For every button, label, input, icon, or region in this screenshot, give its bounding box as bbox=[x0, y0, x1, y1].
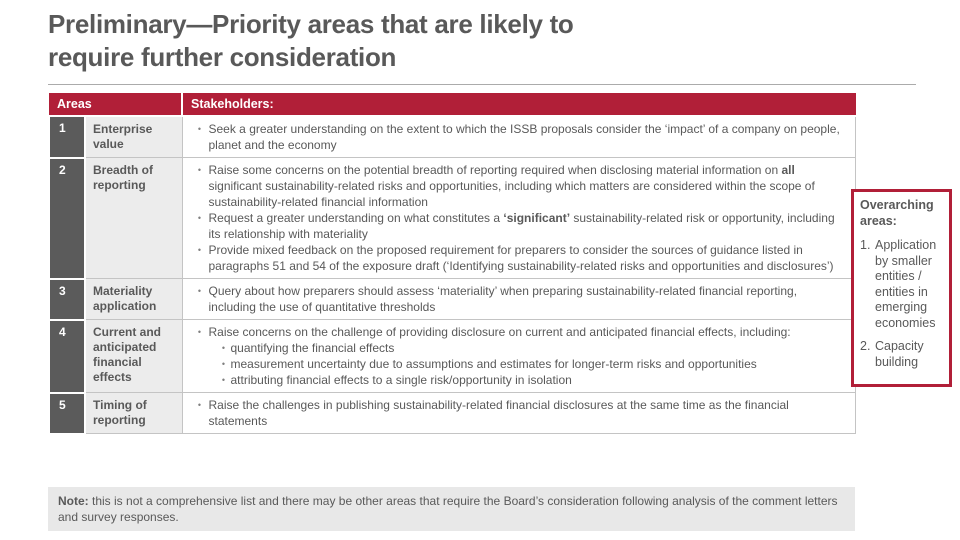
area-name-cell: Breadth of reporting bbox=[85, 157, 182, 279]
bullet-item: • Raise concerns on the challenge of prov… bbox=[191, 324, 848, 340]
table-row: 4 Current and anticipated financial effec… bbox=[48, 318, 856, 394]
area-name-cell: Timing of reporting bbox=[85, 392, 182, 434]
bullet-text: measurement uncertainty due to assumptio… bbox=[230, 357, 757, 371]
overarching-areas-title: Overarching areas: bbox=[860, 198, 934, 228]
area-number-cell: 1 bbox=[48, 115, 86, 159]
area-name-cell: Current and anticipated financial effect… bbox=[85, 319, 182, 393]
bullet-item: • Provide mixed feedback on the proposed … bbox=[191, 242, 848, 274]
page-title: Preliminary—Priority areas that are like… bbox=[48, 8, 748, 74]
bullet-icon: • bbox=[197, 245, 202, 255]
column-header-areas: Areas bbox=[49, 93, 183, 117]
overarching-item-number: 1. bbox=[860, 238, 871, 252]
overarching-item-text: Capacity building bbox=[875, 339, 924, 369]
page-title-line1: Preliminary—Priority areas that are like… bbox=[48, 9, 574, 39]
title-divider bbox=[48, 84, 916, 85]
area-name-cell: Materiality application bbox=[85, 278, 182, 320]
bullet-text: Raise some concerns on the potential bre… bbox=[208, 163, 815, 209]
sub-bullet-item: • attributing financial effects to a sing… bbox=[217, 372, 848, 388]
note-box: Note: this is not a comprehensive list a… bbox=[48, 487, 855, 531]
area-number-cell: 5 bbox=[48, 391, 86, 435]
priority-areas-table: Areas Stakeholders: 1 Enterprise value • Se… bbox=[48, 93, 856, 435]
bullet-icon: • bbox=[221, 343, 226, 353]
bullet-icon: • bbox=[197, 400, 202, 410]
note-label: Note: bbox=[58, 494, 89, 508]
overarching-areas-box: Overarching areas: 1. Application by smal… bbox=[851, 189, 952, 387]
bullet-text: quantifying the financial effects bbox=[230, 341, 395, 355]
bullet-item: • Request a greater understanding on what… bbox=[191, 210, 848, 242]
bullet-text: Query about how preparers should assess … bbox=[208, 284, 798, 314]
area-number-cell: 3 bbox=[48, 277, 86, 321]
stakeholder-feedback-cell: • Seek a greater understanding on the ext… bbox=[181, 115, 856, 158]
bullet-item: • Seek a greater understanding on the ext… bbox=[191, 121, 848, 153]
overarching-areas-list: 1. Application by smaller entities / enti… bbox=[860, 238, 945, 370]
bullet-icon: • bbox=[197, 124, 202, 134]
table-header-row: Areas Stakeholders: bbox=[49, 93, 856, 117]
area-number-cell: 4 bbox=[48, 318, 86, 394]
table-row: 1 Enterprise value • Seek a greater underst… bbox=[48, 115, 856, 159]
overarching-area-item: 1. Application by smaller entities / enti… bbox=[860, 238, 945, 331]
page-title-line2: require further consideration bbox=[48, 42, 397, 72]
bullet-icon: • bbox=[221, 359, 226, 369]
bullet-text: Provide mixed feedback on the proposed r… bbox=[208, 243, 834, 273]
bullet-item: • Raise some concerns on the potential br… bbox=[191, 162, 848, 210]
bullet-item: • Raise the challenges in publishing sust… bbox=[191, 397, 848, 429]
note-text: this is not a comprehensive list and the… bbox=[58, 494, 838, 524]
bullet-text: Raise the challenges in publishing susta… bbox=[208, 398, 789, 428]
bullet-text: attributing financial effects to a singl… bbox=[230, 373, 572, 387]
overarching-area-item: 2. Capacity building bbox=[860, 339, 945, 370]
bullet-icon: • bbox=[221, 375, 226, 385]
overarching-item-text: Application by smaller entities / entiti… bbox=[875, 238, 937, 330]
bullet-icon: • bbox=[197, 165, 202, 175]
overarching-item-number: 2. bbox=[860, 339, 871, 353]
sub-bullet-item: • measurement uncertainty due to assumpti… bbox=[217, 356, 848, 372]
sub-bullet-item: • quantifying the financial effects bbox=[217, 340, 848, 356]
stakeholder-feedback-cell: • Raise the challenges in publishing sust… bbox=[181, 392, 856, 434]
bullet-icon: • bbox=[197, 213, 202, 223]
stakeholder-feedback-cell: • Raise concerns on the challenge of prov… bbox=[181, 319, 856, 393]
bullet-icon: • bbox=[197, 286, 202, 296]
area-number-cell: 2 bbox=[48, 156, 86, 280]
table-row: 5 Timing of reporting • Raise the challenge… bbox=[48, 391, 856, 435]
table-row: 3 Materiality application • Query about how… bbox=[48, 277, 856, 321]
bullet-text: Seek a greater understanding on the exte… bbox=[208, 122, 840, 152]
stakeholder-feedback-cell: • Query about how preparers should assess… bbox=[181, 278, 856, 320]
table-row: 2 Breadth of reporting • Raise some concern… bbox=[48, 156, 856, 280]
stakeholder-feedback-cell: • Raise some concerns on the potential br… bbox=[181, 157, 856, 279]
bullet-icon: • bbox=[197, 327, 202, 337]
area-name-cell: Enterprise value bbox=[85, 115, 182, 158]
bullet-item: • Query about how preparers should assess… bbox=[191, 283, 848, 315]
column-header-stakeholders: Stakeholders: bbox=[182, 93, 856, 117]
bullet-text: Raise concerns on the challenge of provi… bbox=[208, 325, 791, 339]
bullet-text: Request a greater understanding on what … bbox=[208, 211, 835, 241]
